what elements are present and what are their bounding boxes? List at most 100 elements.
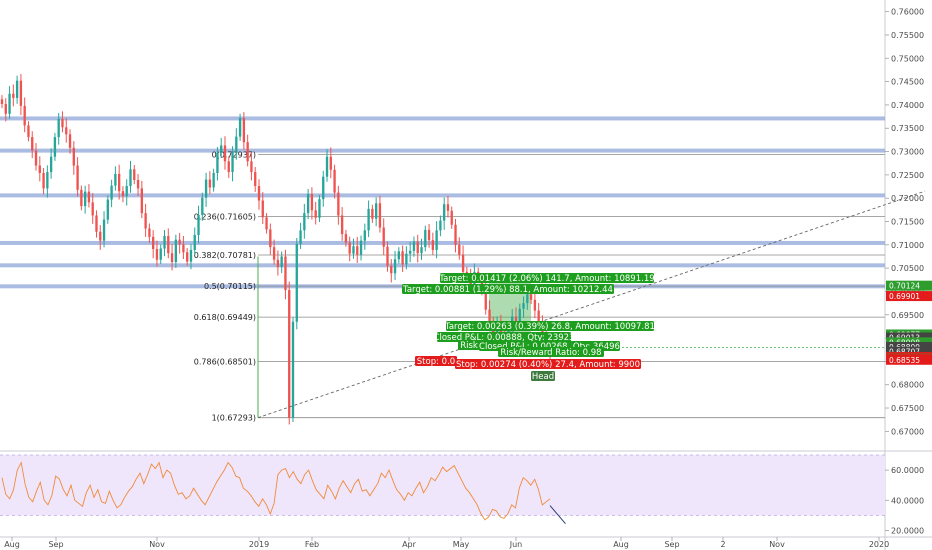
trade-label-box[interactable] bbox=[402, 284, 614, 294]
candle-body bbox=[53, 137, 57, 157]
time-tick-label: Jun bbox=[509, 540, 523, 549]
price-tick-label: 0.74000 bbox=[891, 101, 924, 110]
candle-body bbox=[121, 191, 125, 197]
candle-body bbox=[257, 186, 261, 201]
candle-body bbox=[318, 199, 321, 218]
price-tick-label: 0.71000 bbox=[891, 241, 924, 250]
fib-level-label: 0.618(0.69449) bbox=[194, 313, 256, 322]
trade-label-text: Risk/Reward Ratio: 0.98 bbox=[500, 348, 601, 358]
time-tick-label: May bbox=[453, 540, 470, 549]
price-tick-label: 0.74500 bbox=[891, 78, 924, 87]
candle-body bbox=[280, 256, 283, 268]
trade-label-box[interactable] bbox=[498, 347, 604, 357]
rsi-divergence-line bbox=[549, 505, 566, 525]
candle-body bbox=[238, 117, 242, 137]
dashed-trend-line[interactable] bbox=[257, 190, 926, 419]
candle-body bbox=[348, 242, 351, 254]
trade-label-box[interactable] bbox=[455, 359, 641, 369]
candle-body bbox=[405, 253, 408, 265]
candle-body bbox=[170, 253, 174, 263]
candle-body bbox=[91, 202, 94, 216]
candle-body bbox=[246, 142, 249, 162]
price-tick-label: 0.75000 bbox=[891, 54, 924, 63]
candle-body bbox=[299, 230, 302, 244]
price-badge bbox=[886, 291, 932, 302]
candle-body bbox=[359, 240, 363, 255]
price-badge-label: 0.69901 bbox=[889, 292, 920, 301]
candle-body bbox=[189, 249, 193, 262]
price-tick-label: 0.72000 bbox=[891, 194, 924, 203]
candle-body bbox=[382, 227, 385, 247]
candle-body bbox=[167, 235, 170, 254]
price-tick-label: 0.71500 bbox=[891, 218, 924, 227]
price-axis[interactable]: 0.76000 0.75500 0.75000 0.74500 0.74000 0.735… bbox=[885, 8, 924, 437]
trade-label-text: Target: 0.00263 (0.39%) 26.8, Amount: 10… bbox=[444, 322, 655, 332]
trade-labels[interactable]: Target: 0.01417 (2.06%) 141.7, Amount: 1… bbox=[402, 273, 655, 382]
horizontal-levels[interactable] bbox=[0, 116, 885, 289]
candle-body bbox=[537, 310, 540, 325]
price-tick-label: 0.76000 bbox=[891, 8, 924, 17]
horizontal-level-line[interactable] bbox=[0, 193, 885, 198]
candle-body bbox=[412, 241, 416, 251]
candle-body bbox=[454, 224, 457, 245]
time-axis[interactable]: Aug Sep Nov 2019 Feb Apr May Jun Aug Sep 2 Nov 2020 bbox=[4, 537, 889, 549]
candle-body bbox=[155, 249, 159, 260]
candle-body bbox=[329, 156, 332, 170]
candle-body bbox=[261, 200, 264, 218]
candle-body bbox=[68, 134, 72, 148]
candle-body bbox=[295, 243, 298, 322]
fib-level-label: 0.786(0.68501) bbox=[194, 357, 256, 366]
candle-body bbox=[235, 136, 238, 153]
rsi-pane bbox=[0, 454, 885, 525]
price-badges: 0.701240.699010.690770.690130.689080.688… bbox=[886, 280, 932, 365]
candle-body bbox=[272, 247, 276, 260]
candle-body bbox=[95, 215, 98, 232]
candle-body bbox=[110, 185, 113, 200]
time-tick-label: Aug bbox=[4, 540, 20, 549]
trade-label-box[interactable] bbox=[437, 332, 571, 342]
candle-body bbox=[216, 152, 219, 174]
candle-body bbox=[374, 203, 378, 219]
candle-body bbox=[322, 176, 325, 200]
trade-label-box[interactable] bbox=[446, 321, 654, 331]
candle-body bbox=[201, 197, 204, 215]
candle-body bbox=[8, 93, 11, 114]
fib-retracement[interactable]: 0(0.72937) 0.236(0.71605) 0.382(0.70781) 0.… bbox=[194, 150, 885, 423]
candle-body bbox=[306, 193, 310, 214]
trade-label-box[interactable] bbox=[458, 340, 480, 350]
trade-label-text: Stop: 0.00274 (0.40%) 27.4, Amount: 9900 bbox=[456, 360, 640, 370]
candle-body bbox=[242, 117, 246, 143]
horizontal-level-line[interactable] bbox=[0, 240, 885, 245]
candle-body bbox=[269, 229, 272, 248]
time-tick-label: Sep bbox=[48, 540, 63, 549]
candle-body bbox=[42, 173, 45, 189]
trend-line[interactable] bbox=[257, 190, 926, 419]
trade-label-box[interactable] bbox=[440, 273, 654, 283]
candle-body bbox=[303, 213, 306, 231]
trade-label-box[interactable] bbox=[415, 356, 457, 366]
rsi-line bbox=[1, 461, 551, 521]
candle-body bbox=[416, 241, 419, 254]
trade-label-box[interactable] bbox=[531, 371, 555, 381]
candle-body bbox=[133, 169, 136, 180]
candle-body bbox=[125, 186, 128, 197]
candle-body bbox=[193, 235, 196, 250]
candle-body bbox=[212, 173, 215, 188]
candle-body bbox=[49, 156, 53, 173]
candle-body bbox=[4, 103, 7, 114]
candle-body bbox=[208, 179, 212, 188]
horizontal-level-line[interactable] bbox=[0, 116, 885, 121]
candle-body bbox=[522, 303, 525, 309]
horizontal-level-line[interactable] bbox=[0, 148, 885, 153]
candle-body bbox=[514, 316, 518, 322]
price-tick-label: 0.69500 bbox=[891, 311, 924, 320]
candle-body bbox=[378, 203, 382, 228]
horizontal-level-line[interactable] bbox=[0, 263, 885, 268]
price-badge bbox=[886, 354, 932, 365]
candle-body bbox=[284, 256, 287, 291]
candle-body bbox=[533, 299, 537, 311]
candle-body bbox=[420, 247, 423, 254]
candle-body bbox=[288, 290, 291, 418]
trade-label-text: Closed P&L: 0.00888, Qty: 23923 bbox=[434, 333, 575, 343]
